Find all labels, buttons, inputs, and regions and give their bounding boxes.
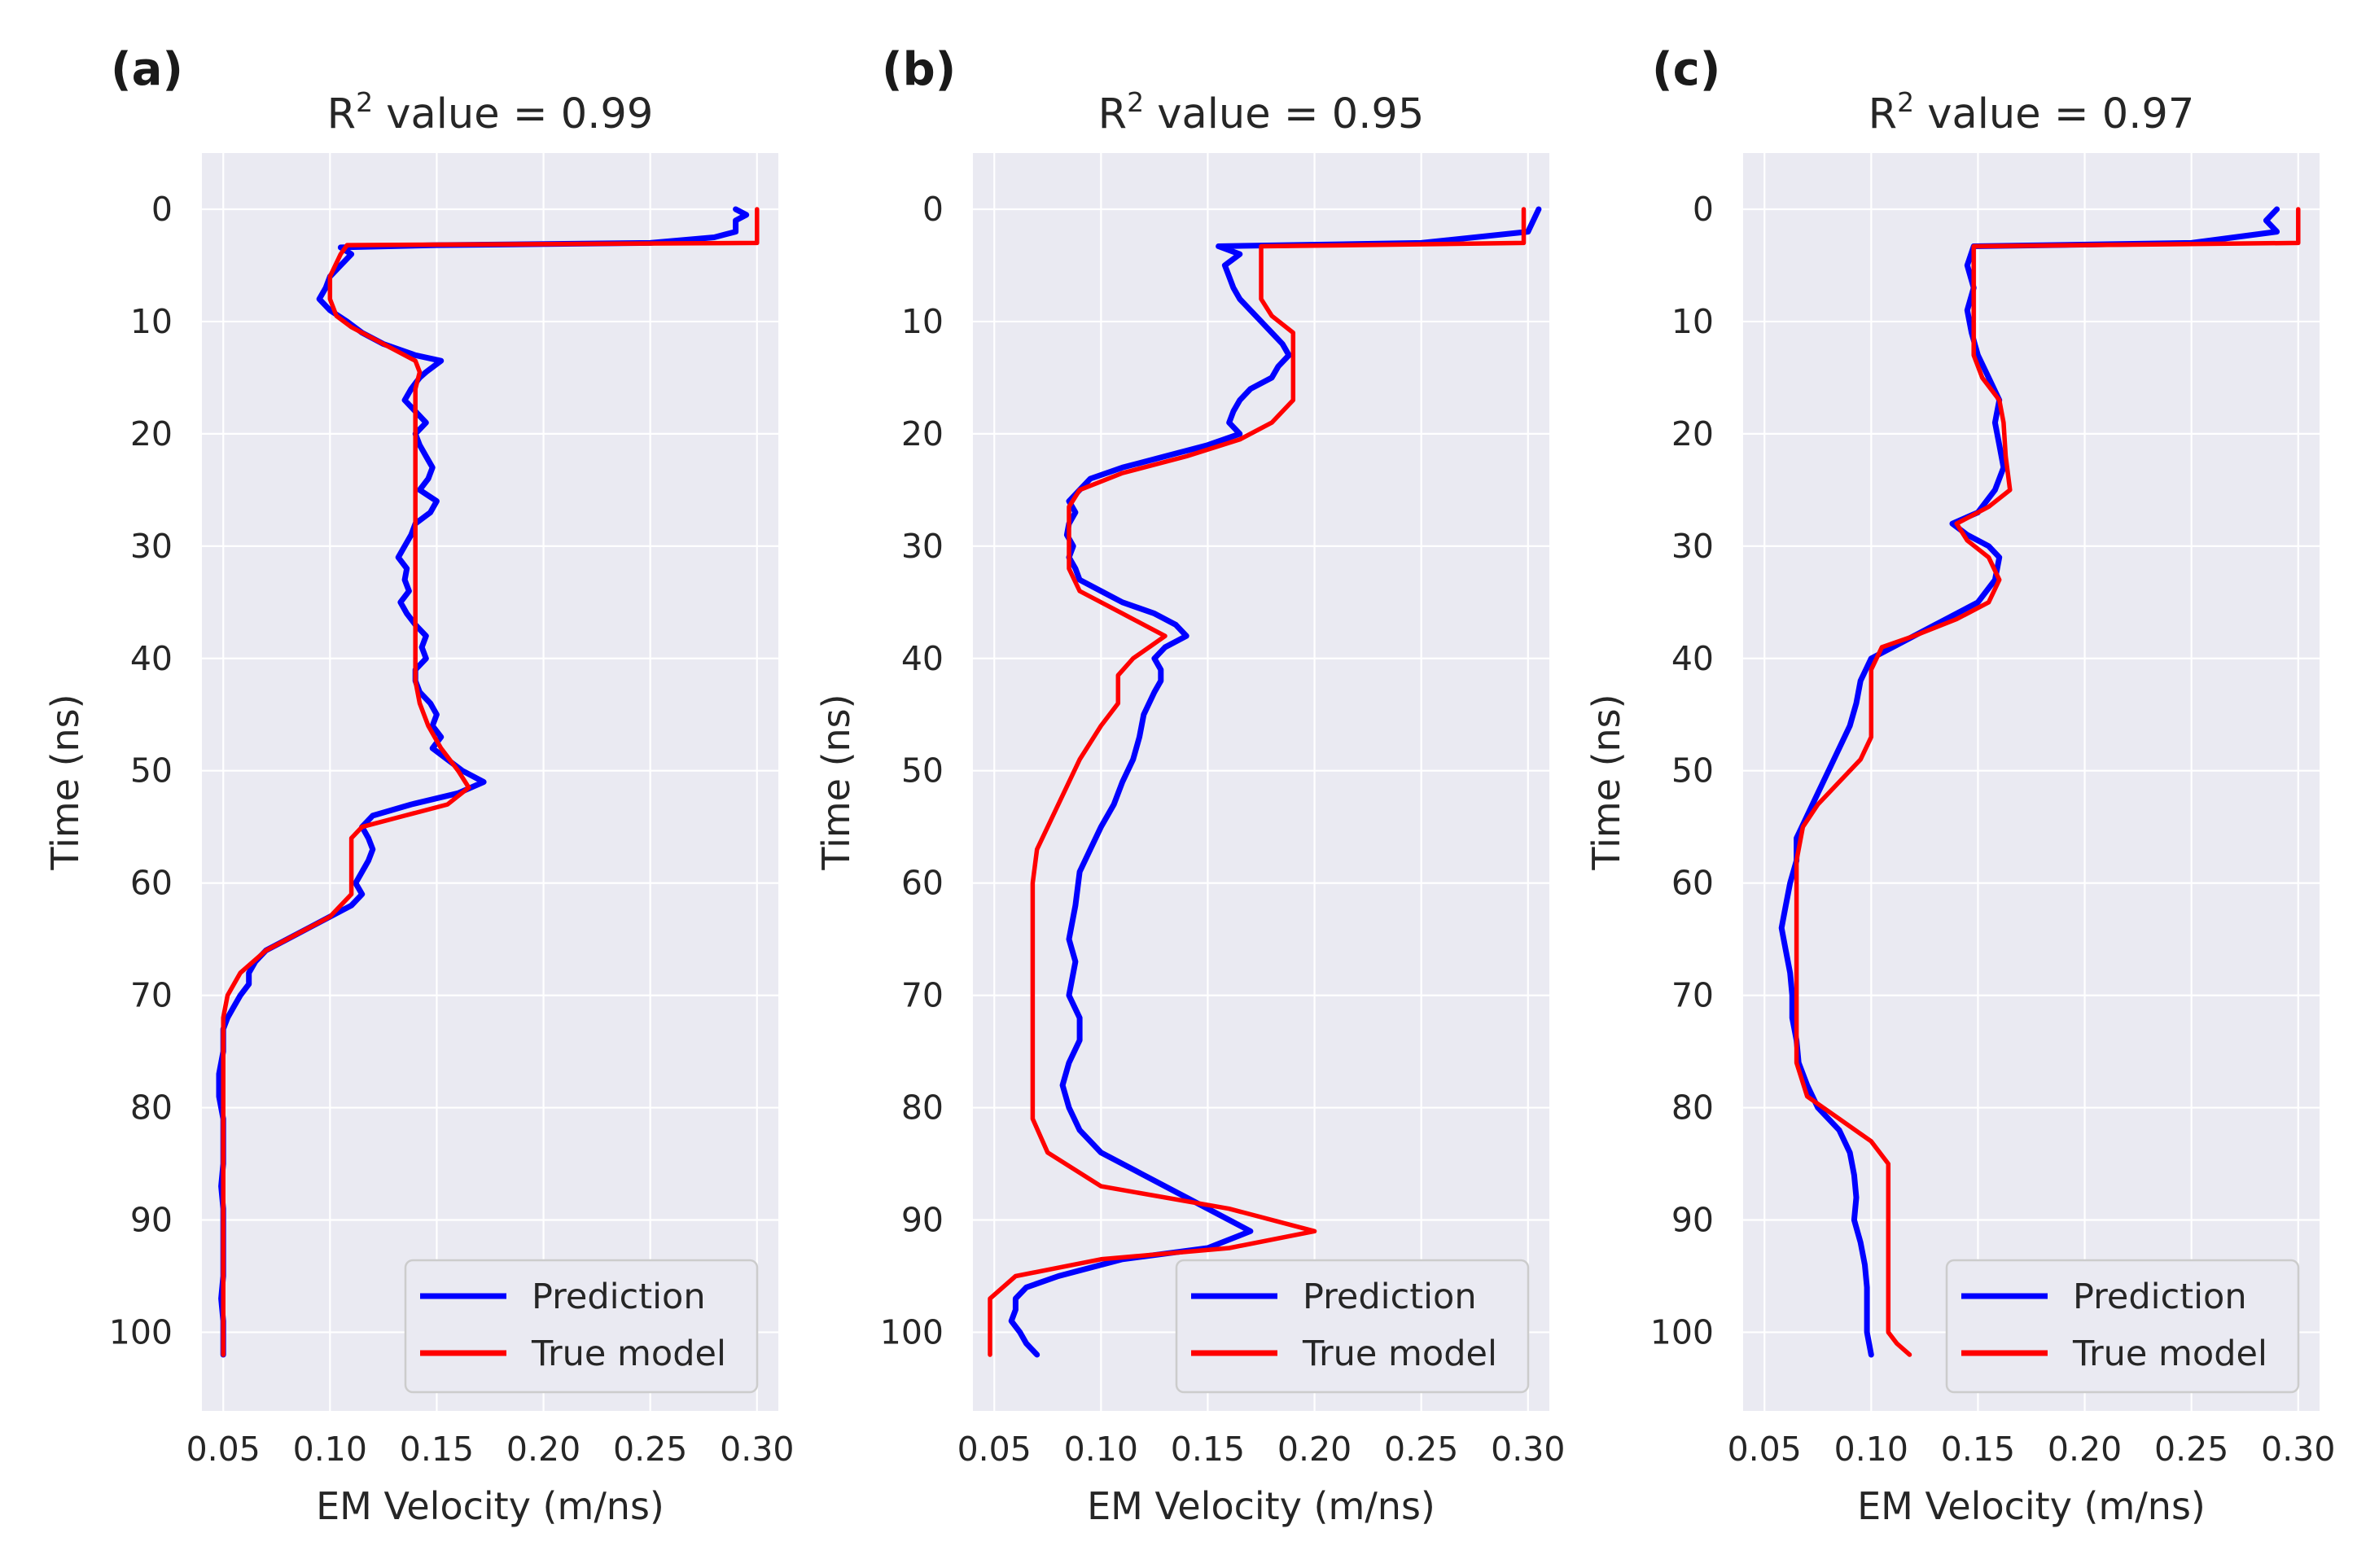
x-axis-label: EM Velocity (m/ns) (1857, 1484, 2206, 1528)
y-axis-label: Time (ns) (814, 694, 858, 870)
legend: Prediction True model (1945, 1259, 2300, 1394)
x-tick-label: 0.20 (1277, 1430, 1352, 1469)
x-tick-label: 0.05 (1728, 1430, 1802, 1469)
y-tick-label: 100 (1650, 1312, 1714, 1351)
title-superscript: 2 (356, 86, 373, 118)
y-tick-label: 90 (1671, 1200, 1714, 1239)
chart-title: R2 value = 0.95 (1098, 86, 1425, 138)
y-tick-label: 50 (1671, 751, 1714, 791)
legend-label: True model (2072, 1334, 2267, 1374)
legend: Prediction True model (404, 1259, 759, 1394)
chart-title: R2 value = 0.99 (327, 86, 654, 138)
x-tick-label: 0.25 (613, 1430, 687, 1469)
y-axis-label: Time (ns) (43, 694, 87, 870)
legend-label: True model (1302, 1334, 1497, 1374)
plot-area (1743, 153, 2320, 1411)
x-axis-label: EM Velocity (m/ns) (1087, 1484, 1435, 1528)
y-tick-label: 40 (901, 639, 944, 678)
y-tick-label: 10 (1671, 302, 1714, 341)
x-tick-label: 0.25 (2154, 1430, 2228, 1469)
y-tick-label: 20 (1671, 414, 1714, 453)
y-tick-label: 20 (130, 414, 173, 453)
title-prefix: R (1098, 90, 1127, 138)
x-tick-label: 0.30 (720, 1430, 794, 1469)
title-superscript: 2 (1127, 86, 1144, 118)
series-line-true-model (988, 207, 1527, 1357)
plot-area (202, 153, 778, 1411)
x-tick-label: 0.10 (293, 1430, 367, 1469)
title-superscript: 2 (1897, 86, 1914, 118)
x-tick-label: 0.10 (1064, 1430, 1138, 1469)
y-tick-label: 40 (130, 639, 173, 678)
x-tick-label: 0.10 (1834, 1430, 1908, 1469)
y-tick-label: 100 (880, 1312, 944, 1351)
legend-label: Prediction (2073, 1277, 2247, 1317)
panel-2: 0.05 0.10 0.15 0.20 0.25 0.30 0 10 20 30 40 50 60 70 8… (814, 43, 1565, 1528)
y-tick-label: 90 (901, 1200, 944, 1239)
x-axis-label: EM Velocity (m/ns) (316, 1484, 664, 1528)
panel-label: (c) (1652, 43, 1720, 96)
x-tick-label: 0.30 (1491, 1430, 1565, 1469)
title-prefix: R (327, 90, 356, 138)
plot-area (973, 153, 1549, 1411)
title-suffix: value = 0.97 (1914, 90, 2194, 138)
y-tick-label: 90 (130, 1200, 173, 1239)
series-line-prediction (1008, 206, 1542, 1358)
legend-label: Prediction (1303, 1277, 1477, 1317)
y-tick-label: 40 (1671, 639, 1714, 678)
y-tick-label: 30 (901, 527, 944, 566)
y-tick-label: 70 (130, 976, 173, 1015)
y-tick-label: 30 (1671, 527, 1714, 566)
title-prefix: R (1869, 90, 1897, 138)
title-suffix: value = 0.99 (373, 90, 653, 138)
x-tick-label: 0.25 (1384, 1430, 1458, 1469)
chart-title: R2 value = 0.97 (1869, 86, 2195, 138)
x-tick-label: 0.05 (186, 1430, 261, 1469)
y-tick-label: 10 (901, 302, 944, 341)
y-tick-label: 100 (109, 1312, 173, 1351)
y-tick-label: 50 (130, 751, 173, 791)
y-tick-label: 10 (130, 302, 173, 341)
y-tick-label: 80 (901, 1088, 944, 1128)
y-tick-label: 20 (901, 414, 944, 453)
y-tick-label: 50 (901, 751, 944, 791)
y-tick-label: 60 (130, 864, 173, 903)
x-tick-label: 0.20 (2048, 1430, 2122, 1469)
x-tick-label: 0.15 (1941, 1430, 2015, 1469)
y-tick-label: 60 (1671, 864, 1714, 903)
legend-label: True model (531, 1334, 726, 1374)
y-tick-label: 0 (151, 190, 173, 229)
x-tick-label: 0.30 (2261, 1430, 2335, 1469)
y-axis-label: Time (ns) (1584, 694, 1628, 870)
panel-label: (b) (882, 43, 956, 96)
y-tick-label: 0 (922, 190, 944, 229)
panel-3: 0.05 0.10 0.15 0.20 0.25 0.30 0 10 20 30 40 50 60 70 8… (1584, 43, 2335, 1528)
y-tick-label: 0 (1693, 190, 1714, 229)
y-tick-label: 80 (1671, 1088, 1714, 1128)
y-tick-label: 60 (901, 864, 944, 903)
x-tick-label: 0.15 (1171, 1430, 1245, 1469)
y-tick-label: 80 (130, 1088, 173, 1128)
series-line-true-model (1794, 207, 2301, 1357)
series-line-true-model (221, 207, 760, 1357)
x-tick-label: 0.05 (957, 1430, 1032, 1469)
panel-1: 0.05 0.10 0.15 0.20 0.25 0.30 0 10 20 30 40 50 60 70 8… (43, 43, 794, 1528)
title-suffix: value = 0.95 (1144, 90, 1424, 138)
y-tick-label: 30 (130, 527, 173, 566)
legend-label: Prediction (532, 1277, 706, 1317)
x-tick-label: 0.20 (506, 1430, 580, 1469)
panel-label: (a) (111, 43, 183, 96)
series-line-prediction (1778, 206, 2280, 1358)
y-tick-label: 70 (1671, 976, 1714, 1015)
y-tick-label: 70 (901, 976, 944, 1015)
legend: Prediction True model (1175, 1259, 1530, 1394)
x-tick-label: 0.15 (400, 1430, 474, 1469)
